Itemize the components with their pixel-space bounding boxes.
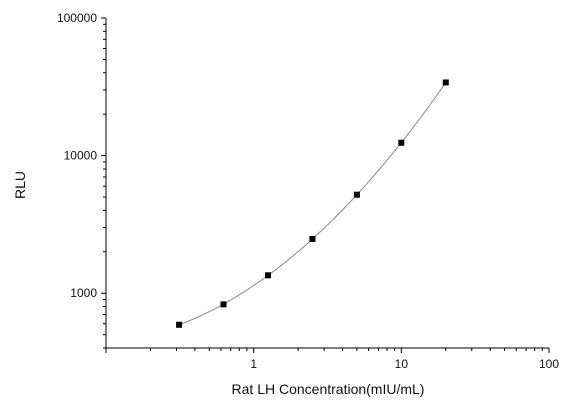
axes (105, 18, 549, 349)
data-points (176, 79, 449, 328)
x-axis-title: Rat LH Concentration(mIU/mL) (232, 381, 425, 397)
y-axis-title: RLU (12, 171, 28, 199)
ticks: 1 10 100 1000 10000 100000 (57, 11, 559, 371)
data-point (398, 139, 405, 146)
y-tick-label: 1000 (70, 286, 97, 300)
x-tick-label: 1 (250, 357, 257, 371)
data-point (176, 321, 183, 328)
data-point (353, 191, 360, 198)
data-point (264, 272, 271, 279)
fit-curve (178, 82, 447, 326)
fit-curve-layer (178, 82, 447, 326)
x-tick-label: 10 (395, 357, 409, 371)
y-tick-label: 100000 (57, 11, 97, 25)
y-tick-label: 10000 (64, 149, 98, 163)
data-point (309, 235, 316, 242)
data-point (220, 301, 227, 308)
data-point (442, 79, 449, 86)
x-tick-label: 100 (539, 357, 559, 371)
